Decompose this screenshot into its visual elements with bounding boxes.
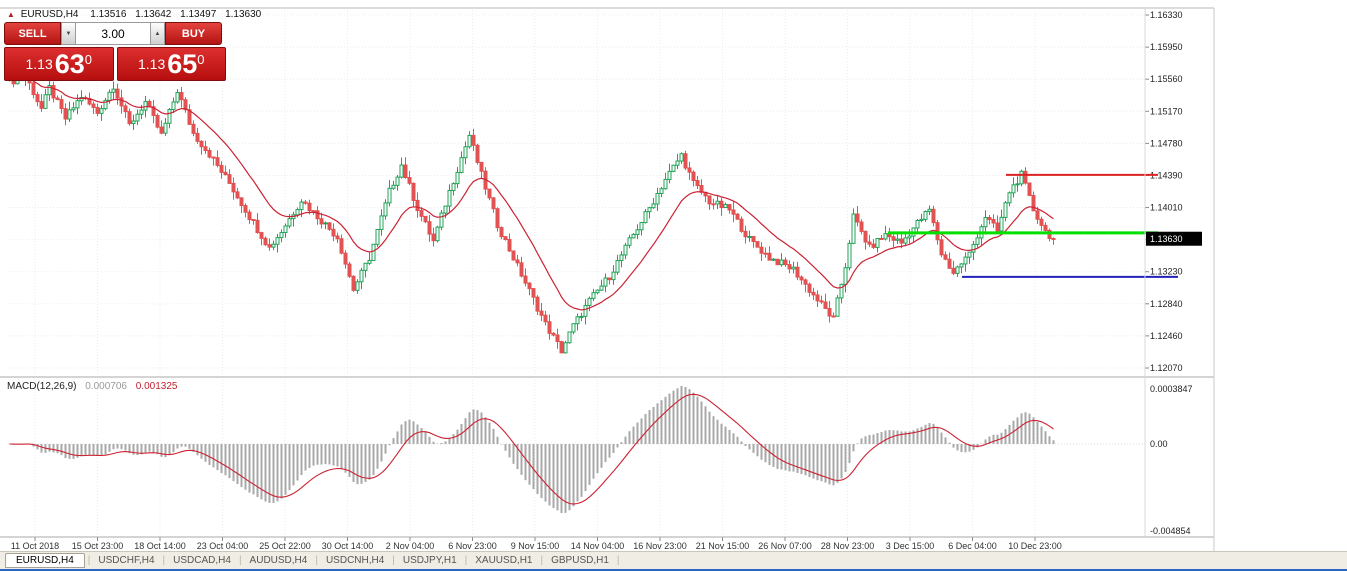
svg-text:10 Dec 23:00: 10 Dec 23:00: [1008, 541, 1062, 551]
svg-text:0.0003847: 0.0003847: [1150, 384, 1193, 394]
tab-separator: |: [238, 555, 242, 566]
svg-text:1.12460: 1.12460: [1150, 331, 1183, 341]
volume-decrease-button[interactable]: ▼: [61, 22, 76, 45]
tab-separator: |: [540, 555, 544, 566]
sell-button[interactable]: SELL: [4, 22, 61, 45]
svg-text:26 Nov 07:00: 26 Nov 07:00: [758, 541, 812, 551]
tab-audusd-h4[interactable]: AUDUSD,H4: [249, 555, 308, 566]
one-click-trading-panel: SELL ▼ ▲ BUY 1.13 63 0 1.13 65 0: [4, 22, 226, 81]
svg-text:1.14780: 1.14780: [1150, 138, 1183, 148]
sell-price-pips: 63: [54, 49, 85, 79]
tab-xauusd-h1[interactable]: XAUUSD,H1: [475, 555, 533, 566]
ohlc-high: 1.13642: [135, 9, 172, 20]
svg-text:1.15950: 1.15950: [1150, 42, 1183, 52]
tab-gbpusd-h1[interactable]: GBPUSD,H1: [551, 555, 609, 566]
svg-text:14 Nov 04:00: 14 Nov 04:00: [571, 541, 625, 551]
tab-separator: |: [315, 555, 318, 566]
svg-text:21 Nov 15:00: 21 Nov 15:00: [696, 541, 750, 551]
volume-increase-button[interactable]: ▲: [150, 22, 165, 45]
svg-text:15 Oct 23:00: 15 Oct 23:00: [72, 541, 124, 551]
trade-controls-row: SELL ▼ ▲ BUY: [4, 22, 226, 45]
symbol-timeframe-label: EURUSD,H4: [20, 9, 79, 20]
buy-price-pips: 65: [167, 49, 198, 79]
chart-tab-bar: EURUSD,H4 | USDCHF,H4 | USDCAD,H4 | AUDUSD,H4 |…: [0, 551, 1347, 569]
svg-text:18 Oct 14:00: 18 Oct 14:00: [134, 541, 186, 551]
svg-text:6 Dec 04:00: 6 Dec 04:00: [948, 541, 997, 551]
buy-price-point: 0: [197, 52, 205, 67]
svg-text:1.15560: 1.15560: [1150, 74, 1183, 84]
ohlc-low: 1.13497: [180, 9, 217, 20]
window-bottom-border: [0, 569, 1347, 571]
sell-price-prefix: 1.13: [25, 56, 53, 72]
svg-text:16 Nov 23:00: 16 Nov 23:00: [633, 541, 687, 551]
volume-input[interactable]: [76, 22, 150, 45]
buy-price-prefix: 1.13: [137, 56, 166, 72]
trade-prices-row: 1.13 63 0 1.13 65 0: [4, 47, 226, 81]
svg-text:2 Nov 04:00: 2 Nov 04:00: [386, 541, 435, 551]
macd-main-value: 0.000706: [85, 381, 127, 392]
svg-text:1.15170: 1.15170: [1150, 106, 1183, 116]
symbol-marker-icon: ▲: [7, 10, 15, 19]
tab-usdjpy-h1[interactable]: USDJPY,H1: [402, 555, 457, 566]
tab-separator: |: [392, 555, 395, 566]
macd-indicator-header: MACD(12,26,9) 0.000706 0.001325: [7, 381, 177, 392]
ohlc-open: 1.13516: [90, 9, 127, 20]
tab-usdcnh-h4[interactable]: USDCNH,H4: [325, 555, 385, 566]
svg-text:-0.004854: -0.004854: [1150, 526, 1191, 536]
tab-separator: |: [616, 555, 620, 566]
chart-ohlc-header: ▲ EURUSD,H4 1.13516 1.13642 1.13497 1.13…: [7, 9, 267, 20]
macd-signal-value: 0.001325: [135, 381, 178, 392]
svg-text:9 Nov 15:00: 9 Nov 15:00: [511, 541, 560, 551]
svg-text:1.12070: 1.12070: [1150, 363, 1183, 373]
tab-separator: |: [162, 555, 166, 566]
svg-text:1.16330: 1.16330: [1150, 10, 1183, 20]
tab-separator: |: [87, 555, 91, 566]
tab-separator: |: [464, 555, 468, 566]
svg-text:6 Nov 23:00: 6 Nov 23:00: [448, 541, 497, 551]
sell-price-display[interactable]: 1.13 63 0: [4, 47, 114, 81]
svg-text:0.00: 0.00: [1150, 439, 1168, 449]
svg-text:11 Oct 2018: 11 Oct 2018: [11, 541, 59, 551]
svg-text:1.13230: 1.13230: [1150, 267, 1183, 277]
tab-usdchf-h4[interactable]: USDCHF,H4: [98, 555, 155, 566]
ohlc-close: 1.13630: [225, 9, 262, 20]
svg-text:30 Oct 14:00: 30 Oct 14:00: [322, 541, 374, 551]
svg-text:28 Nov 23:00: 28 Nov 23:00: [821, 541, 875, 551]
svg-text:1.14010: 1.14010: [1150, 203, 1183, 213]
tab-eurusd-h4[interactable]: EURUSD,H4: [5, 553, 85, 568]
svg-text:25 Oct 22:00: 25 Oct 22:00: [259, 541, 311, 551]
buy-button[interactable]: BUY: [165, 22, 222, 45]
svg-text:23 Oct 04:00: 23 Oct 04:00: [197, 541, 249, 551]
tab-usdcad-h4[interactable]: USDCAD,H4: [173, 555, 231, 566]
svg-text:1.13630: 1.13630: [1150, 234, 1183, 244]
buy-price-display[interactable]: 1.13 65 0: [116, 47, 226, 81]
svg-text:3 Dec 15:00: 3 Dec 15:00: [886, 541, 935, 551]
sell-price-point: 0: [84, 52, 93, 67]
svg-text:1.14390: 1.14390: [1150, 170, 1183, 180]
svg-text:1.12840: 1.12840: [1150, 299, 1183, 309]
macd-indicator-name: MACD(12,26,9): [7, 381, 77, 392]
